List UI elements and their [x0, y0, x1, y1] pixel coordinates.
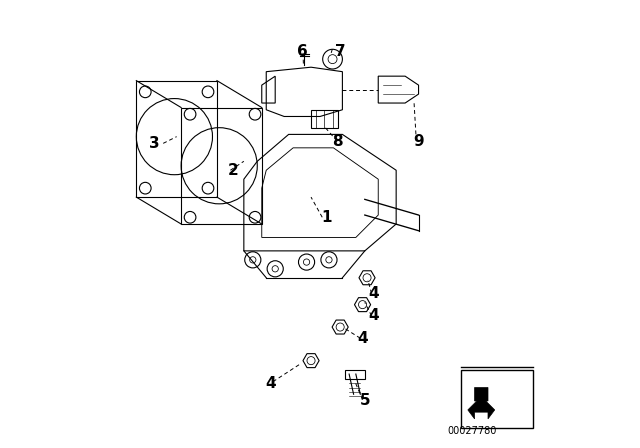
Text: 8: 8 [333, 134, 343, 149]
Text: 7: 7 [335, 44, 346, 59]
Bar [345, 370, 365, 379]
Text: 1: 1 [321, 210, 332, 225]
Polygon shape [468, 388, 495, 419]
Text: 4: 4 [369, 308, 379, 323]
Text: 4: 4 [357, 331, 368, 346]
Text: 4: 4 [266, 375, 276, 391]
Text: 3: 3 [149, 136, 159, 151]
Text: 5: 5 [360, 393, 370, 409]
Text: 9: 9 [413, 134, 424, 149]
Bar [461, 370, 532, 428]
Text: 00027780: 00027780 [447, 426, 497, 436]
Text: 4: 4 [369, 286, 379, 301]
Text: 6: 6 [297, 44, 307, 59]
Text: 2: 2 [227, 163, 238, 178]
